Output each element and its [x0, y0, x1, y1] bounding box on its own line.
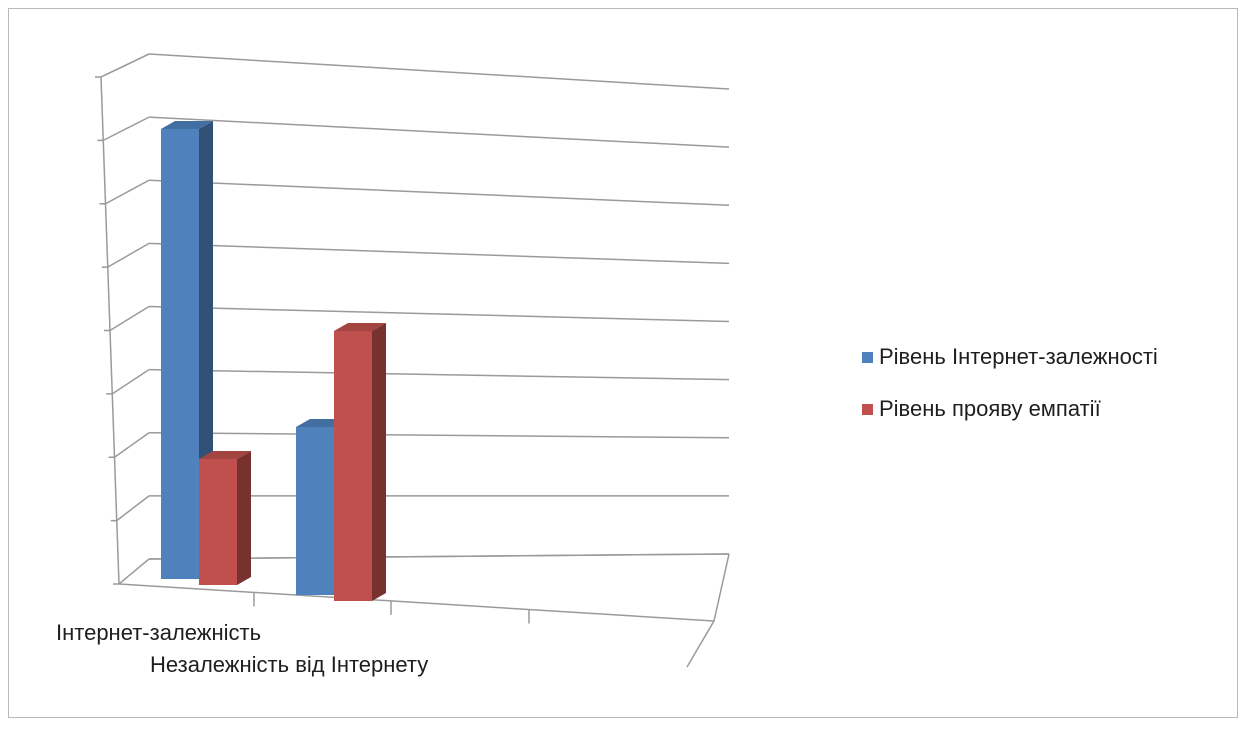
side-gridline	[111, 368, 150, 395]
gridline	[148, 179, 730, 206]
side-gridline	[118, 558, 150, 585]
legend-swatch-blue	[862, 351, 873, 363]
bar-top	[199, 451, 251, 459]
side-gridline	[107, 242, 150, 268]
floor-right-edge	[713, 553, 730, 622]
gridline	[148, 305, 730, 323]
bar-front	[334, 331, 372, 601]
bar-chart	[95, 53, 730, 668]
bar-side	[372, 323, 386, 601]
legend-label: Рівень прояву емпатії	[879, 396, 1101, 421]
bar-front	[296, 427, 334, 595]
side-gridline	[102, 116, 150, 142]
bar-top	[334, 323, 386, 331]
gridline	[148, 116, 730, 148]
side-gridline	[100, 53, 150, 78]
bar-front	[161, 129, 199, 579]
legend-label: Рівень Інтернет-залежності	[879, 344, 1158, 369]
side-gridline	[105, 179, 150, 205]
gridline	[148, 432, 730, 439]
side-gridline	[116, 495, 150, 522]
floor-front-edge	[118, 583, 715, 622]
legend-item-empathy[interactable]: Рівень прояву емпатії	[862, 392, 1158, 426]
gridline	[148, 242, 730, 265]
category-label-internet-independence: Незалежність від Інтернету	[150, 652, 429, 677]
legend-swatch-red	[862, 403, 873, 415]
chart-frame	[8, 8, 1238, 718]
bar-top	[161, 121, 213, 129]
gridline	[148, 53, 730, 90]
bar-side	[237, 451, 251, 585]
category-label-internet-dependence: Інтернет-залежність	[56, 620, 262, 645]
bar-front	[199, 459, 237, 585]
side-gridline	[109, 305, 150, 332]
legend: Рівень Інтернет-залежності Рівень прояву…	[862, 340, 1158, 444]
side-gridline	[114, 432, 150, 458]
gridline	[148, 368, 730, 381]
floor-corner-edge	[686, 620, 715, 668]
legend-item-internet-dependence[interactable]: Рівень Інтернет-залежності	[862, 340, 1158, 374]
